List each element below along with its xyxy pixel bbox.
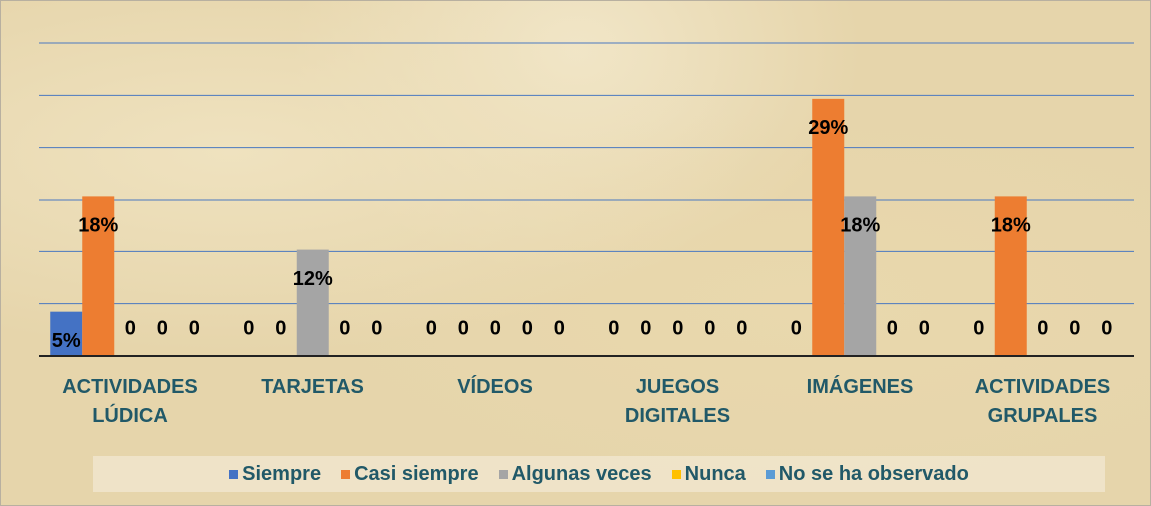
legend-swatch xyxy=(498,469,508,479)
legend-item: Algunas veces xyxy=(498,462,652,486)
bar xyxy=(844,196,877,356)
data-label: 0 xyxy=(490,317,501,339)
data-label: 0 xyxy=(1101,317,1112,339)
bar xyxy=(50,311,83,356)
data-label: 0 xyxy=(371,317,382,339)
data-label: 0 xyxy=(243,317,254,339)
bar xyxy=(812,98,845,356)
x-tick-label: JUEGOS DIGITALES xyxy=(624,376,731,427)
x-tick-label: ACTIVIDADES LÚDICA xyxy=(62,376,198,427)
data-label: 0 xyxy=(672,317,683,339)
data-label: 0 xyxy=(458,317,469,339)
legend-label: Casi siempre xyxy=(354,462,479,485)
data-label: 0 xyxy=(554,317,565,339)
data-label: 0 xyxy=(275,317,286,339)
x-tick-label: VÍDEOS xyxy=(457,376,533,398)
legend-item: No se ha observado xyxy=(765,462,969,486)
legend-label: Algunas veces xyxy=(511,462,652,485)
data-label: 0 xyxy=(919,317,930,339)
data-label: 0 xyxy=(608,317,619,339)
x-tick-label: TARJETAS xyxy=(261,376,364,398)
data-label: 18% xyxy=(78,215,118,237)
data-label: 29% xyxy=(808,117,848,139)
data-label: 0 xyxy=(426,317,437,339)
data-label: 12% xyxy=(293,268,333,290)
data-label: 0 xyxy=(125,317,136,339)
legend-item: Nunca xyxy=(671,462,746,486)
data-label: 0 xyxy=(1069,317,1080,339)
data-label: 0 xyxy=(973,317,984,339)
data-label: 0 xyxy=(339,317,350,339)
legend-label: Siempre xyxy=(242,462,322,485)
data-label: 0 xyxy=(522,317,533,339)
data-label: 18% xyxy=(991,215,1031,237)
legend-label: Nunca xyxy=(684,462,746,485)
bar xyxy=(296,249,329,356)
data-label: 18% xyxy=(840,215,880,237)
legend-swatch xyxy=(765,469,775,479)
data-label: 5% xyxy=(52,330,81,352)
data-label: 0 xyxy=(1037,317,1048,339)
bar xyxy=(994,196,1027,356)
legend-swatch xyxy=(341,469,351,479)
x-tick-label: IMÁGENES xyxy=(806,376,914,398)
data-label: 0 xyxy=(157,317,168,339)
data-label: 0 xyxy=(704,317,715,339)
bar xyxy=(82,196,115,356)
legend-item: Casi siempre xyxy=(341,463,479,486)
data-label: 0 xyxy=(887,317,898,339)
data-label: 0 xyxy=(791,317,802,339)
x-tick-label: ACTIVIDADES GRUPALES xyxy=(974,376,1111,427)
legend-swatch xyxy=(229,469,239,479)
legend: Siempre Casi siempre Algunas veces Nunca No … xyxy=(93,456,1105,492)
legend-label: No se ha observado xyxy=(778,462,969,485)
data-label: 0 xyxy=(189,317,200,339)
data-label: 0 xyxy=(736,317,747,339)
legend-swatch xyxy=(671,469,681,479)
legend-item: Siempre xyxy=(229,463,321,486)
data-label: 0 xyxy=(640,317,651,339)
